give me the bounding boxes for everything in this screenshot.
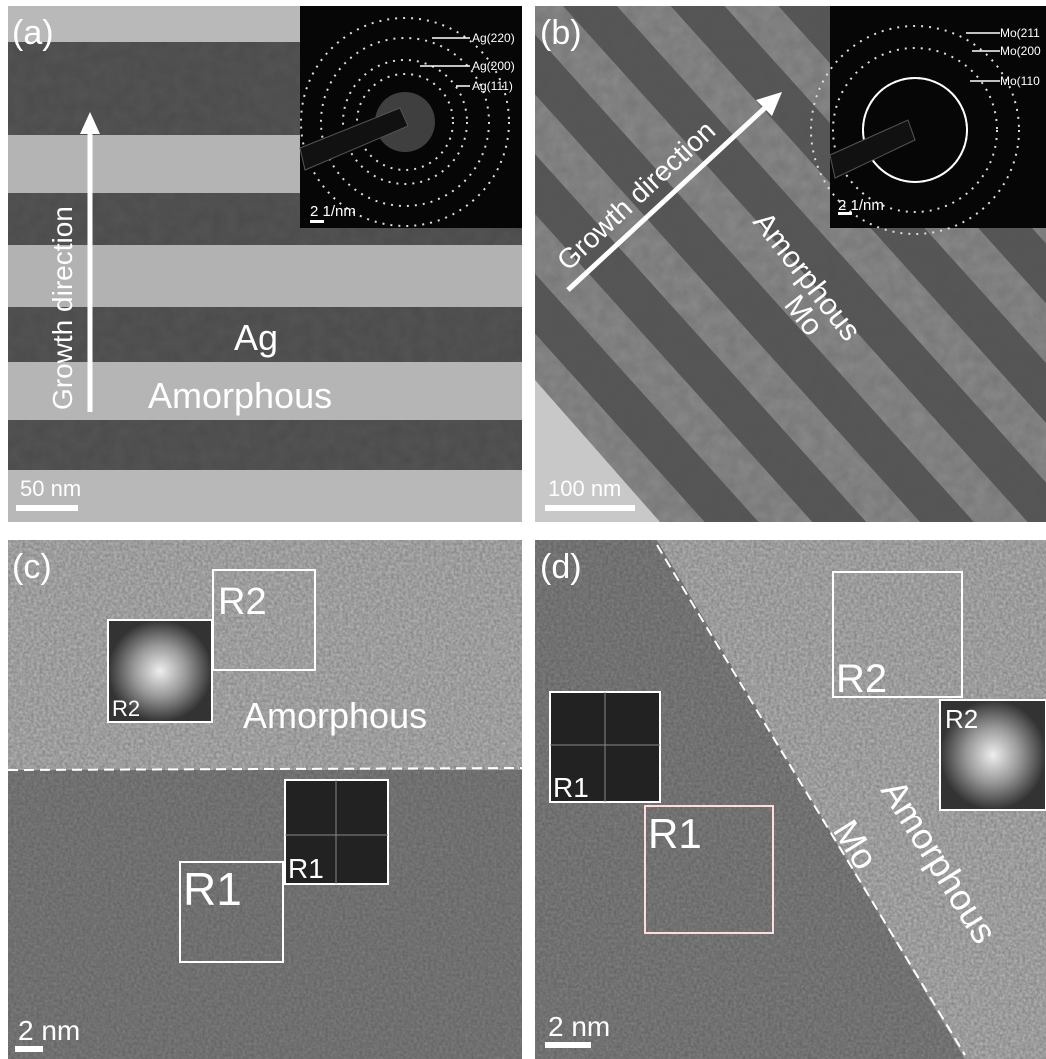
panel-label: (c) <box>12 548 52 586</box>
panel-a: Ag(220) Ag(200) Ag(111) 2 1/nm (a) Growt… <box>8 6 522 522</box>
panel-label: (a) <box>12 14 54 52</box>
region-box-label: R2 <box>218 581 267 623</box>
scale-bar: 2 nm <box>548 1011 610 1042</box>
inset-scale: 2 1/nm <box>838 197 884 214</box>
panel-label: (d) <box>540 548 582 586</box>
growth-direction: Growth direction <box>47 206 78 410</box>
region-label: Amorphous <box>243 695 427 736</box>
ring-label: Mo(110 <box>1000 74 1040 88</box>
ring-label: Mo(200 <box>1000 44 1041 58</box>
ring-label: Ag(111) <box>472 79 513 93</box>
scale-bar: 2 nm <box>18 1015 80 1046</box>
fft-label: R2 <box>945 704 978 734</box>
panel-c: R2 R2 Amorphous Ag R1 R1 (c) 2 nm <box>8 540 522 1059</box>
layer-label: Ag <box>234 317 278 358</box>
fft-label: R2 <box>112 696 140 721</box>
fft-label: R1 <box>288 853 324 884</box>
ring-label: Ag(220) <box>472 31 515 45</box>
ring-label: Mo(211 <box>1000 26 1040 40</box>
panel-d: R2 R2 R1 R1 Amorphous Mo (d) 2 nm <box>535 540 1046 1059</box>
panel-label: (b) <box>540 14 582 52</box>
region-box-label: R2 <box>836 657 887 701</box>
scale-bar: 50 nm <box>20 476 81 501</box>
scale-bar: 100 nm <box>548 476 621 501</box>
region-box-label: R1 <box>648 810 702 857</box>
fft-label: R1 <box>553 772 589 803</box>
ring-label: Ag(200) <box>472 59 515 73</box>
region-box-label: R1 <box>183 863 242 915</box>
inset-scale: 2 1/nm <box>310 203 356 220</box>
figure: Ag(220) Ag(200) Ag(111) 2 1/nm (a) Growt… <box>0 0 1046 1059</box>
layer-label: Amorphous <box>148 375 332 416</box>
